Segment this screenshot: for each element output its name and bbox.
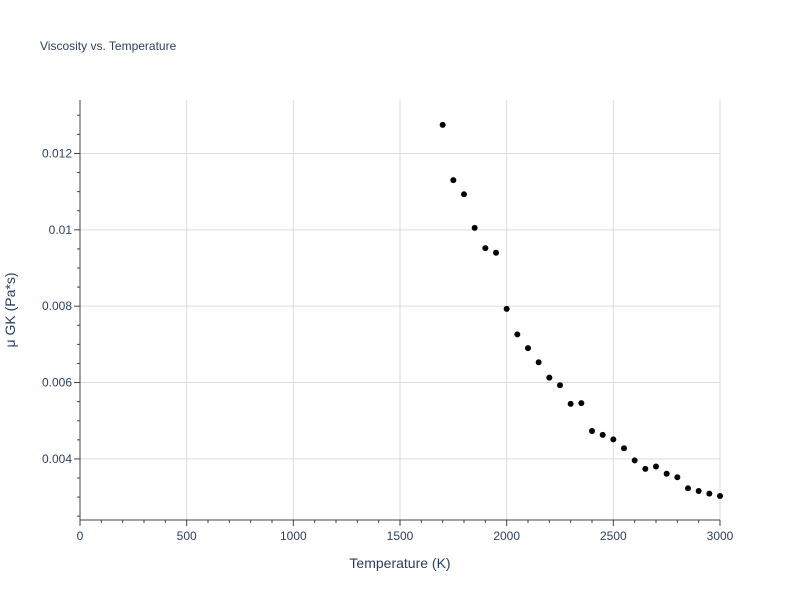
y-tick-label: 0.01 [49, 223, 73, 237]
y-tick-label: 0.004 [42, 452, 72, 466]
x-axis-ticks: 0 500 1000 1500 2000 2500 3000 [77, 529, 734, 543]
data-point [450, 177, 457, 184]
data-point [674, 474, 681, 481]
y-tick-label: 0.008 [42, 299, 72, 313]
data-point [493, 249, 499, 256]
y-axis-title: μ GK (Pa*s) [2, 273, 18, 348]
x-tick-label: 1000 [280, 529, 307, 543]
axes [74, 100, 721, 526]
data-point [503, 305, 510, 312]
data-points [439, 121, 723, 499]
x-tick-label: 3000 [707, 529, 734, 543]
x-axis-title: Temperature (K) [349, 555, 450, 571]
y-tick-label: 0.006 [42, 376, 72, 390]
data-point [482, 245, 489, 252]
x-tick-label: 2000 [493, 529, 520, 543]
data-point [525, 345, 531, 352]
data-point [546, 374, 553, 381]
data-point [535, 359, 542, 366]
data-point [642, 465, 649, 472]
data-point [471, 224, 478, 231]
data-point [717, 492, 723, 499]
chart-title: Viscosity vs. Temperature [40, 39, 177, 53]
x-tick-label: 1500 [387, 529, 414, 543]
data-point [610, 436, 617, 443]
y-tick-label: 0.012 [42, 146, 72, 160]
data-point [653, 463, 659, 470]
data-point [621, 445, 627, 452]
data-point [578, 400, 585, 407]
data-point [439, 121, 446, 128]
data-point [631, 457, 638, 464]
x-tick-label: 0 [77, 529, 84, 543]
data-point [557, 382, 563, 389]
data-point [461, 191, 467, 198]
x-tick-label: 500 [177, 529, 197, 543]
grid [80, 100, 721, 520]
data-point [567, 400, 574, 407]
data-point [599, 431, 606, 438]
data-point [695, 487, 702, 494]
data-point [514, 331, 521, 338]
data-point [706, 490, 713, 497]
x-tick-label: 2500 [600, 529, 627, 543]
y-axis-ticks: 0.004 0.006 0.008 0.01 0.012 [42, 146, 72, 465]
data-point [589, 428, 595, 435]
data-point [663, 470, 670, 477]
data-point [685, 485, 691, 492]
